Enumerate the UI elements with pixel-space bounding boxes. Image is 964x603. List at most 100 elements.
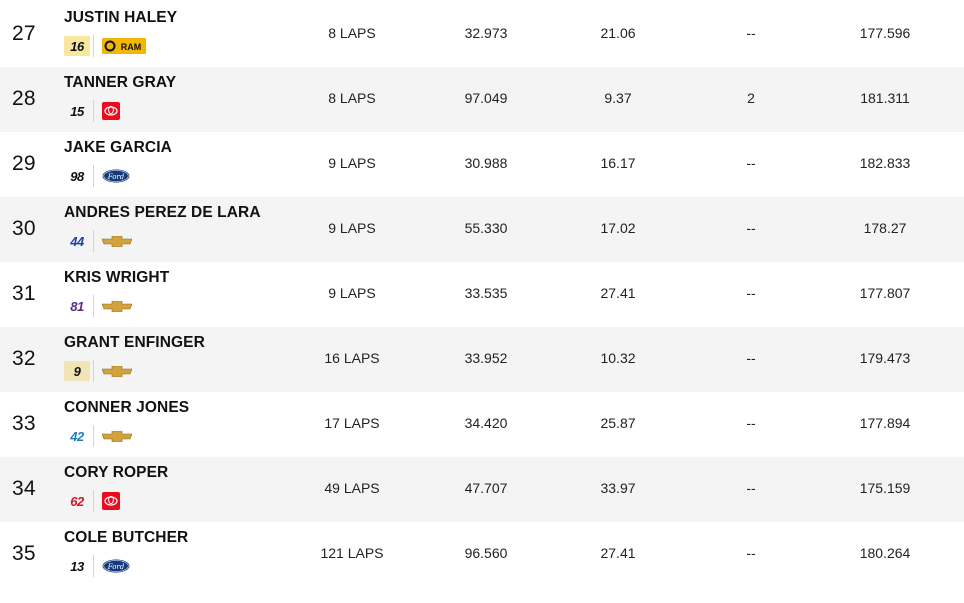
speed-cell: 177.894 [859, 415, 911, 431]
table-row-28[interactable]: 28 TANNER GRAY 15 8 LAPS 97.049 9.37 2 1… [0, 67, 964, 132]
car-badges: 98 Ford [64, 164, 130, 188]
table-row-27[interactable]: 27 JUSTIN HALEY 16 RAM 8 LAPS 32.973 21.… [0, 0, 964, 67]
gain-cell: -- [746, 480, 756, 496]
gain-cell: -- [746, 285, 756, 301]
badge-divider [93, 35, 94, 57]
car-badges: 62 [64, 489, 120, 513]
table-row-33[interactable]: 33 CONNER JONES 42 17 LAPS 34.420 25.87 … [0, 392, 964, 457]
laps-cell: 16 LAPS [324, 350, 380, 366]
laps-cell: 17 LAPS [324, 415, 380, 431]
gain-cell: -- [746, 155, 756, 171]
time-cell: 34.420 [464, 415, 508, 431]
finish-position: 33 [12, 412, 36, 435]
time-cell: 47.707 [464, 480, 508, 496]
table-row-31[interactable]: 31 KRIS WRIGHT 81 9 LAPS 33.535 27.41 --… [0, 262, 964, 327]
car-number-badge: 81 [70, 298, 84, 314]
ford-logo-icon: Ford [102, 169, 130, 183]
speed-cell: 178.27 [863, 220, 907, 236]
finish-position: 28 [12, 87, 36, 110]
chevrolet-logo-icon [102, 430, 132, 442]
car-number-badge: 13 [70, 558, 84, 574]
diff-cell: 16.17 [600, 155, 636, 171]
diff-cell: 27.41 [600, 285, 636, 301]
car-badges: 9 [64, 359, 132, 383]
driver-name[interactable]: CONNER JONES [64, 399, 190, 416]
car-number-badge: 42 [70, 428, 84, 444]
badge-divider [93, 100, 94, 122]
car-number-badge: 9 [64, 361, 90, 381]
laps-cell: 121 LAPS [320, 545, 384, 561]
speed-cell: 179.473 [859, 350, 911, 366]
time-cell: 97.049 [464, 90, 508, 106]
gain-cell: 2 [747, 90, 755, 106]
car-badges: 81 [64, 294, 132, 318]
speed-cell: 177.807 [859, 285, 911, 301]
speed-cell: 181.311 [860, 90, 910, 106]
gain-cell: -- [746, 415, 756, 431]
laps-cell: 9 LAPS [328, 155, 376, 171]
driver-name[interactable]: JUSTIN HALEY [64, 9, 178, 26]
chevrolet-logo-icon [102, 300, 132, 312]
speed-cell: 177.596 [859, 25, 911, 41]
gain-cell: -- [746, 350, 756, 366]
driver-name[interactable]: TANNER GRAY [64, 74, 177, 91]
diff-cell: 33.97 [600, 480, 636, 496]
laps-cell: 49 LAPS [324, 480, 380, 496]
car-number-badge: 62 [70, 493, 84, 509]
time-cell: 32.973 [464, 25, 508, 41]
car-badges: 42 [64, 424, 132, 448]
diff-cell: 9.37 [604, 90, 632, 106]
finish-position: 35 [12, 542, 36, 565]
badge-divider [93, 230, 94, 252]
car-number-badge: 44 [70, 233, 84, 249]
chevrolet-logo-icon [102, 365, 132, 377]
finish-position: 34 [12, 477, 36, 500]
speed-cell: 175.159 [859, 480, 911, 496]
gain-cell: -- [746, 220, 756, 236]
car-badges: 13 Ford [64, 554, 130, 578]
finish-position: 32 [12, 347, 36, 370]
table-row-34[interactable]: 34 CORY ROPER 62 49 LAPS 47.707 33.97 --… [0, 457, 964, 522]
time-cell: 96.560 [464, 545, 508, 561]
table-row-35[interactable]: 35 COLE BUTCHER 13 Ford 121 LAPS 96.560 … [0, 522, 964, 587]
driver-name[interactable]: COLE BUTCHER [64, 529, 189, 546]
toyota-logo-icon [102, 492, 120, 510]
time-cell: 30.988 [464, 155, 508, 171]
time-cell: 55.330 [464, 220, 508, 236]
finish-position: 30 [12, 217, 36, 240]
diff-cell: 27.41 [600, 545, 636, 561]
table-row-32[interactable]: 32 GRANT ENFINGER 9 16 LAPS 33.952 10.32… [0, 327, 964, 392]
driver-name[interactable]: ANDRES PEREZ DE LARA [64, 204, 261, 221]
svg-text:Ford: Ford [107, 173, 125, 181]
laps-cell: 9 LAPS [328, 220, 376, 236]
time-cell: 33.952 [464, 350, 508, 366]
gain-cell: -- [746, 545, 756, 561]
speed-cell: 180.264 [859, 545, 911, 561]
laps-cell: 8 LAPS [328, 25, 376, 41]
table-row-29[interactable]: 29 JAKE GARCIA 98 Ford 9 LAPS 30.988 16.… [0, 132, 964, 197]
finish-position: 29 [12, 152, 36, 175]
driver-name[interactable]: CORY ROPER [64, 464, 169, 481]
diff-cell: 17.02 [600, 220, 636, 236]
svg-text:RAM: RAM [121, 42, 142, 52]
badge-divider [93, 425, 94, 447]
laps-cell: 8 LAPS [328, 90, 376, 106]
driver-name[interactable]: GRANT ENFINGER [64, 334, 205, 351]
car-number-badge: 98 [70, 168, 84, 184]
car-number-badge: 16 [64, 36, 90, 56]
diff-cell: 10.32 [600, 350, 636, 366]
ram-logo-icon: RAM [102, 38, 146, 54]
driver-name[interactable]: JAKE GARCIA [64, 139, 172, 156]
finish-position: 31 [12, 282, 36, 305]
gain-cell: -- [746, 25, 756, 41]
chevrolet-logo-icon [102, 235, 132, 247]
toyota-logo-icon [102, 102, 120, 120]
badge-divider [93, 555, 94, 577]
table-row-30[interactable]: 30 ANDRES PEREZ DE LARA 44 9 LAPS 55.330… [0, 197, 964, 262]
car-number-badge: 15 [70, 103, 84, 119]
badge-divider [93, 165, 94, 187]
svg-text:Ford: Ford [107, 563, 125, 571]
driver-name[interactable]: KRIS WRIGHT [64, 269, 170, 286]
laps-cell: 9 LAPS [328, 285, 376, 301]
badge-divider [93, 490, 94, 512]
